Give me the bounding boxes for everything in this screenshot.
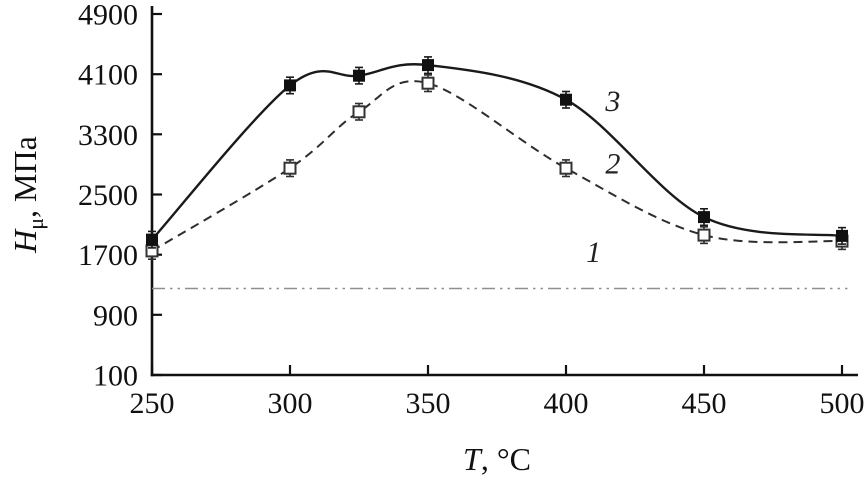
series-line-3 — [151, 63, 843, 241]
y-tick-label: 1700 — [78, 239, 138, 272]
y-tick-label: 900 — [93, 299, 138, 332]
curve-label-1: 1 — [586, 236, 601, 269]
x-tick-label: 400 — [544, 387, 589, 420]
y-tick-label: 3300 — [78, 119, 138, 152]
y-tick-label: 100 — [93, 360, 138, 393]
data-point-marker — [836, 229, 848, 242]
curve-label-2: 2 — [605, 147, 620, 180]
data-point-marker — [353, 69, 365, 82]
data-point-marker — [283, 161, 297, 175]
data-point-marker — [284, 79, 296, 92]
x-tick-label: 300 — [268, 387, 313, 420]
x-tick-label: 450 — [682, 387, 727, 420]
data-point-marker — [421, 76, 435, 90]
data-point-marker — [698, 211, 710, 224]
x-axis-label: T, °C — [463, 441, 531, 477]
data-point-marker — [560, 93, 572, 106]
data-point-marker — [352, 105, 366, 119]
y-tick-label: 4100 — [78, 59, 138, 92]
data-point-marker — [697, 228, 711, 242]
x-tick-label: 500 — [820, 387, 865, 420]
y-axis-label: Hμ, МПа — [7, 136, 48, 254]
curve-label-3: 3 — [604, 85, 620, 118]
y-tick-label: 2500 — [78, 179, 138, 212]
series-line-2 — [151, 80, 843, 252]
data-point-marker — [559, 161, 573, 175]
data-point-marker — [422, 59, 434, 72]
data-point-marker — [146, 233, 158, 246]
y-tick-label: 4900 — [78, 0, 138, 32]
x-tick-label: 350 — [406, 387, 451, 420]
x-tick-label: 250 — [130, 387, 175, 420]
